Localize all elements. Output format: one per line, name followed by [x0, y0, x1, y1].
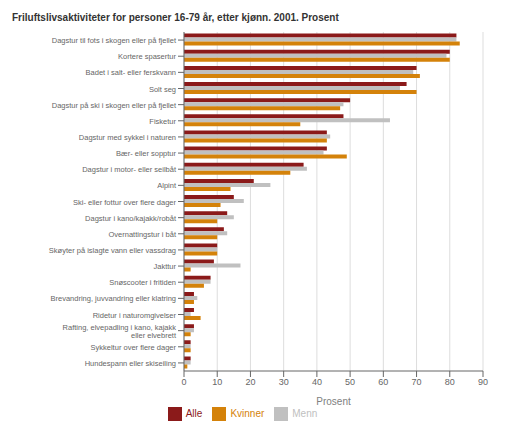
svg-text:80: 80 [445, 377, 455, 387]
svg-text:0: 0 [181, 377, 186, 387]
svg-text:Fisketur: Fisketur [149, 116, 176, 125]
svg-text:50: 50 [345, 377, 355, 387]
html-text:Alle: Alle [185, 407, 203, 419]
svg-text:30: 30 [279, 377, 289, 387]
svg-text:Snøscooter i fritiden: Snøscooter i fritiden [109, 278, 176, 287]
svg-text:10: 10 [212, 377, 222, 387]
svg-text:Dagstur i kano/kajakk/robåt: Dagstur i kano/kajakk/robåt [85, 213, 177, 222]
svg-text:60: 60 [378, 377, 388, 387]
svg-text:Skøyter på islagte vann eller: Skøyter på islagte vann eller vassdrag [49, 245, 176, 254]
svg-text:90: 90 [478, 377, 488, 387]
svg-text:Overnattingstur i båt: Overnattingstur i båt [108, 229, 176, 238]
html-text:Kvinner: Kvinner [230, 407, 265, 419]
svg-text:Solt seg: Solt seg [149, 84, 176, 93]
svg-text:Dagstur i motor- eller seilbåt: Dagstur i motor- eller seilbåt [82, 165, 177, 174]
svg-text:Ridetur i naturomgivelser: Ridetur i naturomgivelser [93, 310, 177, 319]
svg-text:Brevandring, juvvandring eller: Brevandring, juvvandring eller klatring [51, 294, 176, 303]
svg-text:Hundespann eller skiseiling: Hundespann eller skiseiling [85, 358, 176, 367]
svg-text:Prosent: Prosent [316, 396, 351, 407]
svg-text:Jakttur: Jakttur [153, 262, 176, 271]
svg-text:Dagstur til fots i skogen elle: Dagstur til fots i skogen eller på fjell… [52, 36, 177, 45]
html-text:Menn: Menn [292, 407, 318, 419]
svg-text:Dagstur med sykkel i naturen: Dagstur med sykkel i naturen [79, 132, 176, 141]
svg-text:40: 40 [312, 377, 322, 387]
svg-text:Rafting, elvepadling i kano, k: Rafting, elvepadling i kano, kajakkeller… [63, 322, 177, 339]
svg-text:Badet i salt- eller ferskvann: Badet i salt- eller ferskvann [86, 68, 176, 77]
svg-text:Dagstur på ski i skogen eller: Dagstur på ski i skogen eller på fjellet [52, 100, 177, 109]
svg-text:70: 70 [412, 377, 422, 387]
html-text:Friluftslivsaktiviteter for pe: Friluftslivsaktiviteter for personer 16-… [12, 12, 339, 23]
svg-text:20: 20 [245, 377, 255, 387]
svg-text:Kortere spasertur: Kortere spasertur [118, 52, 176, 61]
svg-text:Ski- eller fottur over flere d: Ski- eller fottur over flere dager [73, 197, 176, 206]
svg-text:Bær- eller sopptur: Bær- eller sopptur [116, 149, 177, 158]
svg-text:Alpint: Alpint [157, 181, 177, 190]
svg-text:Sykkeltur over flere dager: Sykkeltur over flere dager [91, 342, 177, 351]
